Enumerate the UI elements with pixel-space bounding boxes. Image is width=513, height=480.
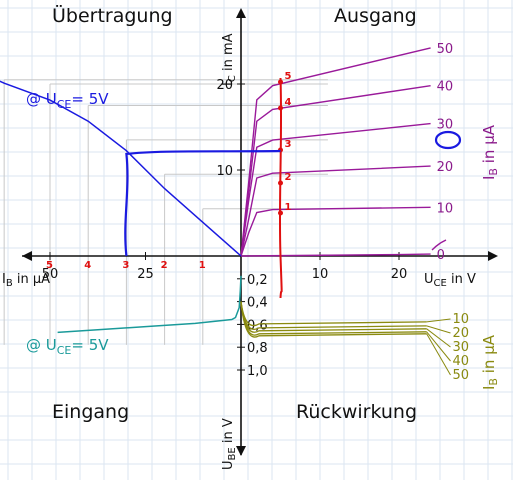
feedback-curve-label: 20 — [453, 326, 470, 341]
feedback-legend-title: IB in µA — [480, 334, 500, 390]
output-curve-label: 10 — [437, 201, 454, 216]
operating-point-label: 1 — [285, 202, 292, 213]
ib-point-label: 1 — [199, 260, 206, 271]
output-curve-ib-50 — [240, 47, 431, 257]
operating-point-label: 2 — [285, 172, 292, 183]
operating-point-label: 3 — [285, 139, 292, 150]
y-axis-label-ube: UBE in V — [221, 418, 238, 470]
ube-tick-label: 0,2 — [247, 273, 268, 288]
operating-point-label: 4 — [285, 97, 292, 108]
output-curve-label: 20 — [437, 160, 454, 175]
output-curve-ib-10 — [240, 206, 431, 257]
ube-tick-label: 0,4 — [247, 296, 268, 311]
ib-point-label: 3 — [122, 260, 129, 271]
ib-point-label: 4 — [84, 260, 91, 271]
operating-point — [278, 105, 283, 111]
input-curve — [57, 275, 242, 334]
feedback-leader — [426, 328, 451, 348]
ib-tick-label: 25 — [137, 267, 154, 282]
quadrant-title-transfer: Übertragung — [52, 4, 173, 27]
feedback-curve-ib-20 — [240, 301, 427, 330]
feedback-leader — [426, 318, 451, 323]
feedback-leader — [426, 325, 451, 334]
x-axis-right-arrow — [488, 251, 498, 261]
output-legend-title: IB in µA — [480, 124, 500, 180]
transfer-curve — [0, 80, 242, 257]
feedback-curve-ib-10 — [240, 301, 427, 327]
transfer-condition-label: @ UCE= 5V — [26, 90, 109, 111]
operating-point — [278, 180, 283, 186]
y-axis-label-ic: IC in mA — [221, 33, 238, 86]
ube-tick-label: 0,8 — [247, 341, 268, 356]
output-curve-ib-30 — [240, 122, 431, 257]
x-axis-left-arrow — [22, 251, 32, 261]
quadrant-title-input: Eingang — [52, 401, 129, 423]
feedback-curve-label: 10 — [453, 312, 470, 327]
input-condition-label: @ UCE= 5V — [26, 336, 109, 357]
y-axis-down-arrow — [236, 446, 246, 456]
ib-point-label: 5 — [46, 260, 53, 271]
axis-ticks: 102025507510200,20,40,60,81,0 — [42, 78, 408, 379]
quadrant-title-output: Ausgang — [334, 5, 417, 27]
output-curve-ib-0 — [240, 253, 431, 257]
output-curve-label: 0 — [437, 248, 445, 263]
operating-point — [278, 210, 283, 216]
operating-point — [278, 79, 283, 85]
x-tick-label: 20 — [391, 267, 408, 282]
feedback-leader — [426, 331, 451, 362]
output-curve-ib-20 — [240, 165, 431, 257]
ib-tick-label: 50 — [42, 267, 59, 282]
feedback-leader — [426, 333, 451, 376]
y-axis-up-arrow — [236, 8, 246, 18]
blue-construction-line — [124, 149, 281, 257]
output-curve-label: 30 — [437, 118, 454, 133]
operating-point-label: 5 — [285, 71, 292, 82]
x-tick-label: 10 — [312, 267, 329, 282]
x-axis-label-uce: UCE in V — [424, 272, 476, 289]
output-curve-label: 50 — [437, 42, 454, 57]
quadrant-title-feedback: Rückwirkung — [296, 401, 417, 423]
red-uce-line — [278, 77, 283, 299]
x-axis-label-ib: IB in µA — [2, 272, 50, 289]
ic-tick-label: 20 — [216, 78, 233, 93]
feedback-curve-label: 50 — [453, 368, 470, 383]
zero-curve-leader — [431, 239, 447, 251]
projection-guides — [3, 79, 328, 345]
output-curve-label: 40 — [437, 80, 454, 95]
feedback-curve-label: 30 — [453, 340, 470, 355]
feedback-curve-label: 40 — [453, 354, 470, 369]
ib-point-label: 2 — [161, 260, 168, 271]
feedback-curve-ib-50 — [240, 301, 427, 338]
blue-highlight-circle — [434, 130, 462, 150]
hand-annotations: 1 1 2 2 3 3 4 4 5 5 — [46, 71, 462, 299]
ube-tick-label: 1,0 — [247, 364, 268, 379]
ic-tick-label: 10 — [216, 164, 233, 179]
